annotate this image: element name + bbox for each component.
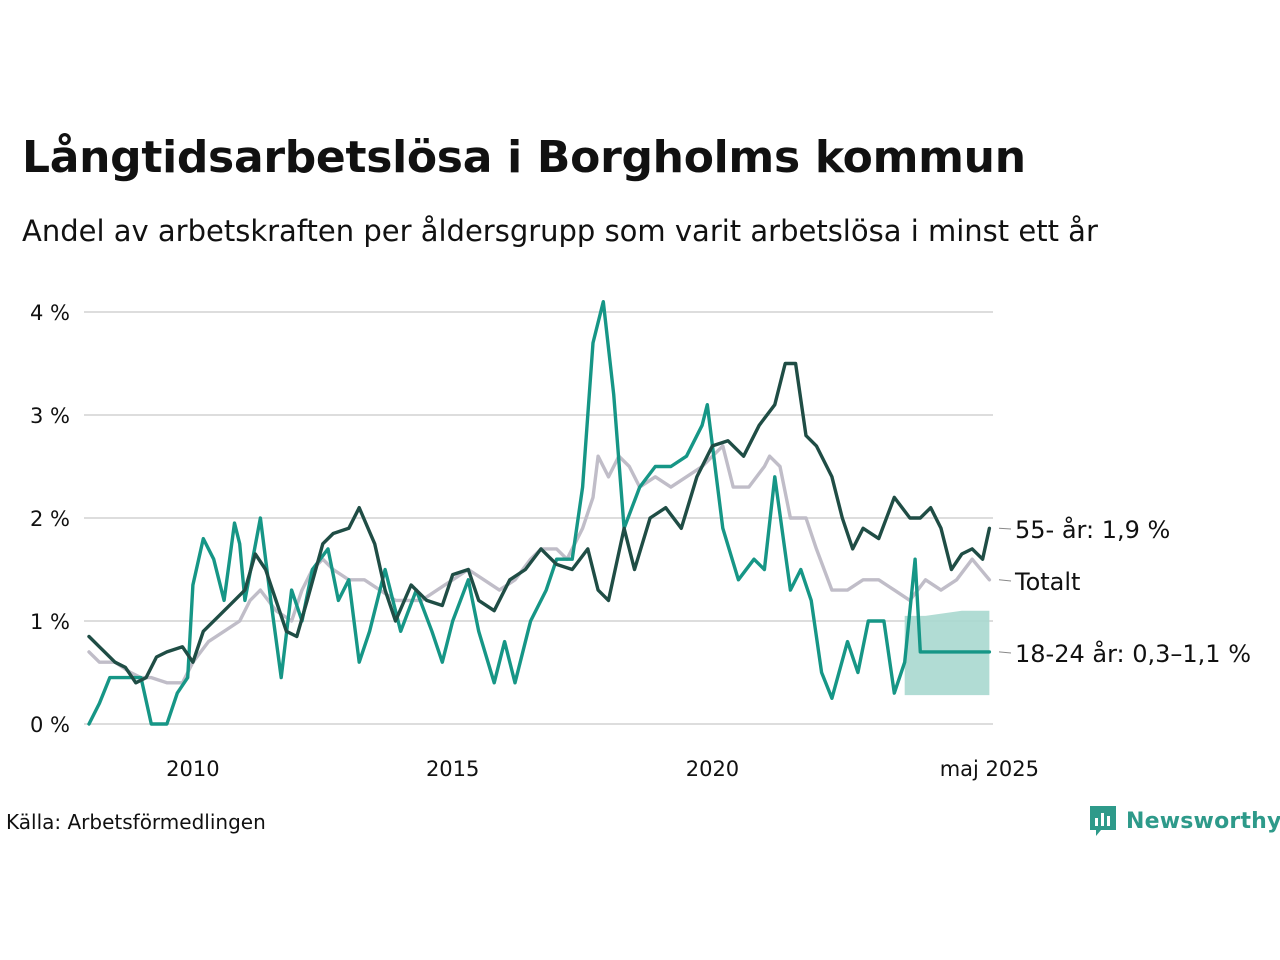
series-lines [87, 300, 992, 726]
series-label: 55- år: 1,9 % [1015, 515, 1170, 544]
y-tick-label: 3 % [30, 404, 70, 428]
brand-name: Newsworthy [1126, 808, 1280, 834]
label-leader [998, 527, 1012, 530]
newsworthy-icon [1090, 806, 1116, 836]
y-tick-label: 1 % [30, 610, 70, 634]
series-line-18-24-r [87, 300, 992, 726]
series-line-55-r [87, 361, 992, 685]
series-labels: Totalt 55- år: 1,9 % 18-24 år: 0,3–1,1 % [998, 515, 1251, 668]
y-tick-label: 2 % [30, 507, 70, 531]
y-tick-label: 0 % [30, 713, 70, 737]
x-tick-label: 2020 [686, 757, 739, 781]
x-axis: 2010 2015 2020 maj 2025 [166, 757, 1039, 781]
x-tick-label: 2015 [426, 757, 479, 781]
brand-logo[interactable]: Newsworthy [1088, 804, 1280, 838]
x-tick-label: 2010 [166, 757, 219, 781]
series-label: Totalt [1014, 568, 1080, 596]
label-leader [998, 579, 1012, 582]
page-title: Långtidsarbetslösa i Borgholms kommun [22, 132, 1026, 183]
series-line-totalt [87, 444, 992, 685]
source-note: Källa: Arbetsförmedlingen [6, 810, 266, 834]
label-leader [998, 651, 1012, 654]
page-subtitle: Andel av arbetskraften per åldersgrupp s… [22, 214, 1098, 248]
grid [84, 311, 993, 725]
y-axis: 0 % 1 % 2 % 3 % 4 % [30, 301, 70, 737]
x-tick-label: maj 2025 [940, 757, 1039, 781]
series-label: 18-24 år: 0,3–1,1 % [1015, 639, 1251, 668]
y-tick-label: 4 % [30, 301, 70, 325]
